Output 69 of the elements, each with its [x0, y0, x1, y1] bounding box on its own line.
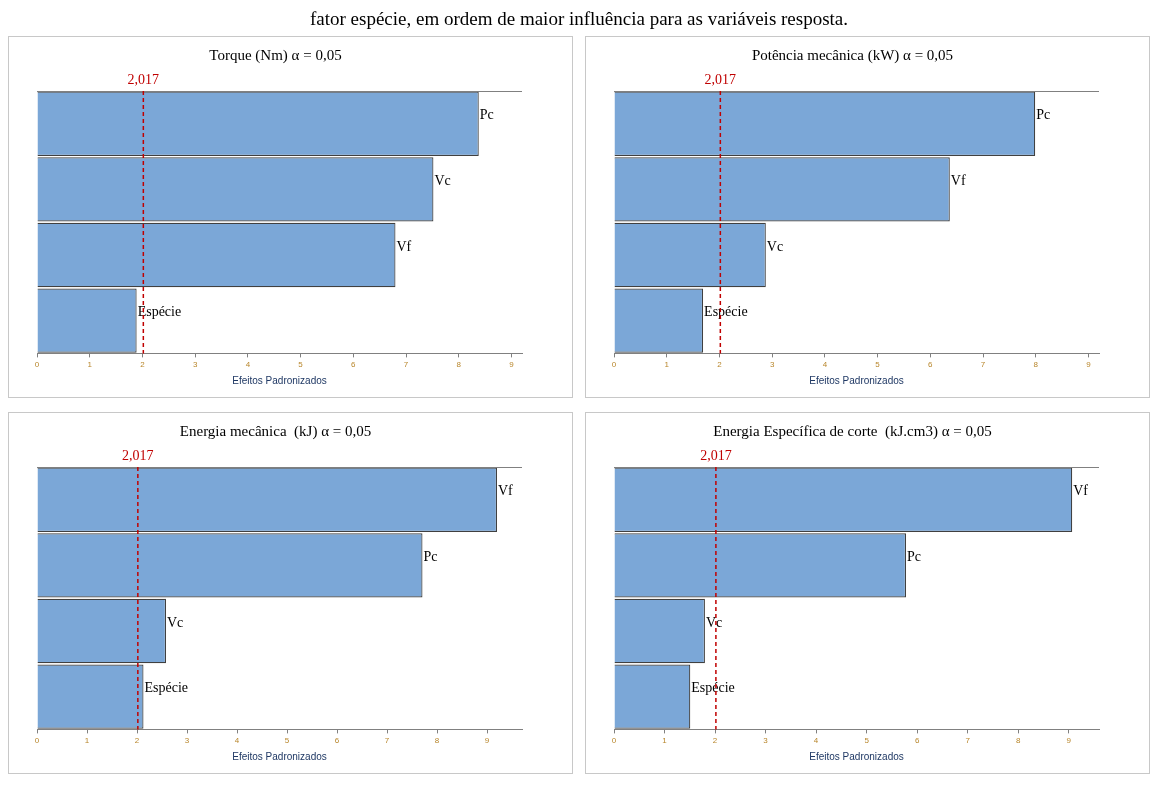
- y-tick-label: Vf: [950, 173, 966, 189]
- x-tick-label: 2: [134, 736, 140, 746]
- x-tick-label: 3: [769, 360, 775, 370]
- chart-title: Potência mecânica (kW) α = 0,05: [751, 46, 954, 64]
- x-axis-title: Efeitos Padronizados: [809, 374, 904, 386]
- x-tick-label: 5: [864, 736, 870, 746]
- y-tick-label: Espécie: [137, 304, 182, 320]
- x-axis-title: Efeitos Padronizados: [809, 750, 904, 762]
- x-tick-label: 5: [298, 360, 304, 370]
- ref-line-label: 2,017: [704, 71, 737, 87]
- x-tick-label: 4: [822, 360, 828, 370]
- text: fator espécie, em ordem de maior influência para as variáveis resposta.: [308, 8, 850, 30]
- ref-line-label: 2,017: [122, 447, 154, 463]
- x-tick-label: 9: [509, 360, 515, 370]
- x-tick-label: 2: [140, 360, 146, 370]
- x-tick-label: 6: [928, 360, 934, 370]
- x-axis-title: Efeitos Padronizados: [232, 374, 327, 386]
- x-tick-label: 7: [384, 736, 390, 746]
- y-tick-label: Pc: [1036, 107, 1051, 123]
- x-tick-label: 6: [334, 736, 340, 746]
- chart-title: Energia Específica de corte (kJ.cm3) α = 0,05: [713, 422, 992, 440]
- y-tick-label: Pc: [479, 107, 494, 123]
- x-tick-label: 1: [662, 736, 668, 746]
- x-tick-label: 3: [192, 360, 198, 370]
- x-tick-label: 8: [434, 736, 440, 746]
- x-tick-label: 8: [1015, 736, 1021, 746]
- x-tick-label: 3: [763, 736, 769, 746]
- x-tick-label: 9: [484, 736, 490, 746]
- x-tick-label: 6: [351, 360, 357, 370]
- ref-line-label: 2,017: [700, 447, 732, 463]
- chart-title: Torque (Nm) α = 0,05: [209, 46, 342, 64]
- x-axis-title: Efeitos Padronizados: [232, 750, 327, 762]
- x-tick-label: 2: [712, 736, 718, 746]
- x-tick-label: 8: [456, 360, 462, 370]
- y-tick-label: Pc: [423, 549, 438, 565]
- y-tick-label: Espécie: [144, 680, 189, 696]
- x-tick-label: 3: [184, 736, 190, 746]
- x-tick-label: 7: [965, 736, 971, 746]
- ref-line-label: 2,017: [127, 71, 160, 87]
- x-tick-label: 7: [403, 360, 409, 370]
- y-tick-label: Vc: [167, 614, 184, 630]
- y-tick-label: Espécie: [691, 680, 735, 696]
- y-tick-label: Vc: [705, 614, 723, 630]
- x-tick-label: 1: [87, 360, 93, 370]
- y-tick-label: Vc: [766, 238, 784, 254]
- x-tick-label: 0: [611, 736, 617, 746]
- y-tick-label: Espécie: [704, 304, 748, 320]
- y-tick-label: Vf: [396, 238, 412, 254]
- x-tick-label: 4: [813, 736, 819, 746]
- x-tick-label: 1: [664, 360, 670, 370]
- y-tick-label: Vf: [1073, 483, 1089, 499]
- x-tick-label: 9: [1066, 736, 1072, 746]
- x-tick-label: 5: [284, 736, 290, 746]
- x-tick-label: 9: [1086, 360, 1092, 370]
- x-tick-label: 8: [1033, 360, 1039, 370]
- x-tick-label: 0: [611, 360, 617, 370]
- x-tick-label: 0: [34, 736, 40, 746]
- y-tick-label: Vc: [434, 173, 451, 189]
- y-tick-label: Pc: [907, 549, 922, 565]
- x-tick-label: 2: [717, 360, 723, 370]
- y-tick-label: Vf: [498, 483, 514, 499]
- x-tick-label: 7: [980, 360, 986, 370]
- x-tick-label: 6: [914, 736, 920, 746]
- x-tick-label: 4: [245, 360, 251, 370]
- chart-title: Energia mecânica (kJ) α = 0,05: [179, 422, 372, 440]
- x-tick-label: 4: [234, 736, 240, 746]
- x-tick-label: 1: [84, 736, 90, 746]
- x-tick-label: 5: [875, 360, 881, 370]
- x-tick-label: 0: [34, 360, 40, 370]
